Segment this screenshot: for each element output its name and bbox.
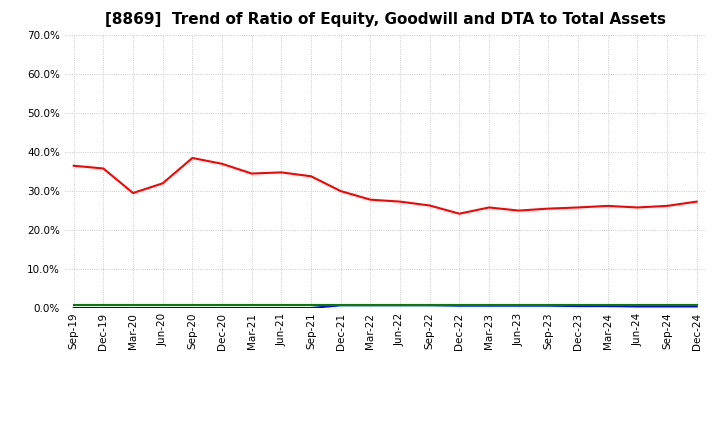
Legend: Equity, Goodwill, Deferred Tax Assets: Equity, Goodwill, Deferred Tax Assets [191,437,580,440]
Goodwill [69,305,78,311]
Goodwill [396,303,405,308]
Goodwill [514,303,523,308]
Deferred Tax Assets [633,302,642,308]
Goodwill [603,304,612,309]
Deferred Tax Assets [485,302,493,308]
Deferred Tax Assets [366,302,374,308]
Deferred Tax Assets [158,302,167,308]
Goodwill [544,303,553,308]
Deferred Tax Assets [248,302,256,308]
Equity [485,205,493,210]
Deferred Tax Assets [69,302,78,308]
Equity [277,170,286,175]
Equity [693,199,701,204]
Goodwill [693,304,701,309]
Goodwill [99,305,108,311]
Deferred Tax Assets [277,302,286,308]
Goodwill [217,305,226,311]
Goodwill [129,305,138,311]
Equity [307,174,315,179]
Equity [426,203,434,208]
Goodwill [455,303,464,308]
Equity [455,211,464,216]
Equity [248,171,256,176]
Equity [158,181,167,186]
Deferred Tax Assets [129,302,138,308]
Deferred Tax Assets [336,302,345,308]
Equity [188,155,197,161]
Equity [633,205,642,210]
Goodwill [188,305,197,311]
Deferred Tax Assets [99,302,108,308]
Line: Equity: Equity [73,158,697,214]
Equity [336,188,345,194]
Equity [574,205,582,210]
Goodwill [158,305,167,311]
Equity [99,166,108,171]
Goodwill [426,303,434,308]
Goodwill [574,304,582,309]
Equity [544,206,553,211]
Goodwill [336,303,345,308]
Deferred Tax Assets [307,302,315,308]
Deferred Tax Assets [693,302,701,308]
Deferred Tax Assets [188,302,197,308]
Equity [662,203,671,209]
Title: [8869]  Trend of Ratio of Equity, Goodwill and DTA to Total Assets: [8869] Trend of Ratio of Equity, Goodwil… [104,12,666,27]
Line: Goodwill: Goodwill [73,305,697,308]
Equity [603,203,612,209]
Deferred Tax Assets [426,302,434,308]
Deferred Tax Assets [455,302,464,308]
Deferred Tax Assets [603,302,612,308]
Goodwill [277,305,286,311]
Deferred Tax Assets [396,302,405,308]
Deferred Tax Assets [574,302,582,308]
Equity [396,199,405,204]
Equity [366,197,374,202]
Goodwill [485,303,493,308]
Deferred Tax Assets [662,302,671,308]
Goodwill [662,304,671,309]
Equity [129,191,138,196]
Goodwill [633,304,642,309]
Deferred Tax Assets [544,302,553,308]
Deferred Tax Assets [217,302,226,308]
Goodwill [366,303,374,308]
Deferred Tax Assets [514,302,523,308]
Goodwill [248,305,256,311]
Goodwill [307,305,315,311]
Equity [514,208,523,213]
Equity [217,161,226,166]
Equity [69,163,78,169]
